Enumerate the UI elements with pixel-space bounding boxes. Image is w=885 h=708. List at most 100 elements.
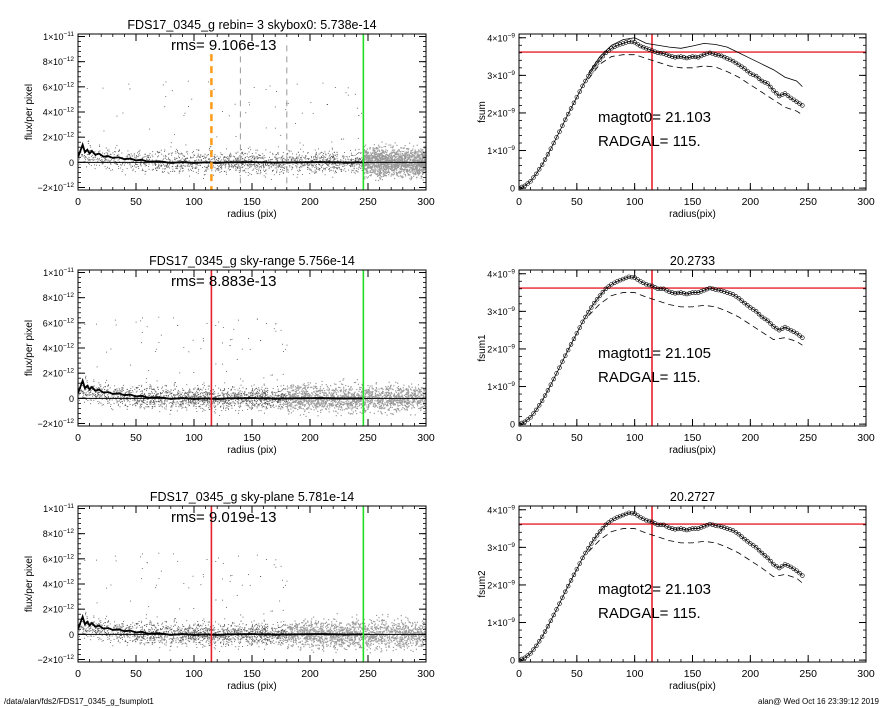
- data-point: [307, 167, 309, 169]
- data-point: [206, 155, 208, 157]
- data-point: [207, 166, 209, 168]
- data-point: [242, 166, 244, 168]
- data-point: [280, 168, 282, 170]
- data-point: [281, 159, 283, 161]
- gray-point: [349, 388, 351, 390]
- data-point: [318, 163, 320, 165]
- data-point: [184, 165, 186, 167]
- gray-point: [381, 154, 383, 156]
- rms-annotation: rms= 9.106e-13: [171, 37, 276, 54]
- data-point: [296, 157, 297, 159]
- data-point: [187, 165, 189, 167]
- data-point: [231, 165, 233, 167]
- gray-point: [410, 152, 413, 155]
- gray-point: [406, 152, 408, 154]
- gray-point: [333, 389, 335, 391]
- data-point: [254, 167, 256, 169]
- data-point: [265, 127, 267, 129]
- gray-point: [321, 380, 323, 383]
- gray-point: [343, 378, 345, 380]
- gray-point: [339, 380, 341, 383]
- gray-point: [410, 164, 413, 166]
- data-point: [146, 158, 148, 160]
- gray-point: [294, 401, 297, 403]
- gray-point: [424, 155, 426, 158]
- gray-point: [401, 160, 403, 162]
- gray-point: [395, 156, 397, 159]
- data-point: [209, 159, 211, 161]
- gray-point: [392, 146, 394, 148]
- gray-point: [370, 174, 372, 176]
- gray-point: [420, 401, 422, 403]
- data-point: [276, 159, 278, 161]
- gray-point: [421, 158, 423, 160]
- gray-point: [293, 400, 295, 402]
- gray-point: [418, 170, 420, 172]
- gray-point: [398, 160, 401, 163]
- gray-point: [374, 405, 376, 407]
- data-point: [237, 167, 238, 168]
- data-point: [310, 164, 312, 166]
- data-point: [209, 146, 211, 148]
- data-point: [343, 155, 345, 157]
- data-point: [149, 128, 151, 130]
- data-point: [287, 103, 289, 105]
- data-point: [351, 155, 353, 157]
- gray-point: [407, 390, 410, 392]
- gray-point: [403, 157, 406, 159]
- data-point: [324, 162, 326, 164]
- data-point: [140, 160, 142, 162]
- data-point: [253, 155, 255, 157]
- gray-point: [401, 391, 403, 393]
- gray-point: [419, 392, 421, 394]
- data-point: [328, 168, 330, 170]
- gray-point: [416, 165, 418, 167]
- gray-point: [310, 386, 312, 388]
- data-point: [180, 153, 182, 155]
- gray-point: [312, 394, 314, 396]
- gray-point: [353, 394, 355, 396]
- gray-point: [368, 391, 370, 393]
- data-point: [118, 161, 120, 163]
- data-point: [257, 172, 259, 174]
- gray-point: [303, 404, 305, 406]
- data-point: [768, 84, 773, 90]
- gray-point: [392, 162, 394, 164]
- data-point: [255, 156, 257, 158]
- gray-point: [326, 400, 328, 402]
- gray-point: [381, 164, 383, 166]
- data-point: [144, 156, 146, 158]
- gray-point: [387, 169, 389, 171]
- data-point: [354, 164, 356, 166]
- gray-point: [396, 157, 398, 160]
- gray-point: [330, 394, 332, 397]
- data-point: [314, 167, 316, 168]
- data-point: [356, 157, 358, 158]
- gray-point: [367, 158, 369, 160]
- gray-point: [386, 404, 389, 406]
- gray-point: [397, 396, 399, 398]
- data-point: [218, 157, 219, 159]
- data-point: [220, 167, 221, 168]
- data-point: [359, 158, 361, 160]
- gray-point: [412, 145, 415, 147]
- data-point: [327, 152, 329, 154]
- data-point: [295, 163, 297, 165]
- data-point: [177, 160, 179, 162]
- gray-point: [378, 150, 381, 152]
- gray-point: [369, 401, 371, 403]
- gray-point: [382, 162, 384, 164]
- data-point: [257, 157, 259, 159]
- data-point: [357, 137, 359, 139]
- gray-point: [372, 166, 374, 168]
- data-point: [93, 157, 95, 159]
- data-point: [226, 157, 227, 159]
- gray-point: [401, 152, 403, 155]
- gray-point: [322, 404, 324, 406]
- gray-point: [411, 165, 413, 167]
- gray-point: [385, 172, 387, 174]
- gray-point: [303, 383, 305, 385]
- data-point: [176, 165, 178, 167]
- data-point: [145, 170, 147, 172]
- data-point: [192, 166, 194, 168]
